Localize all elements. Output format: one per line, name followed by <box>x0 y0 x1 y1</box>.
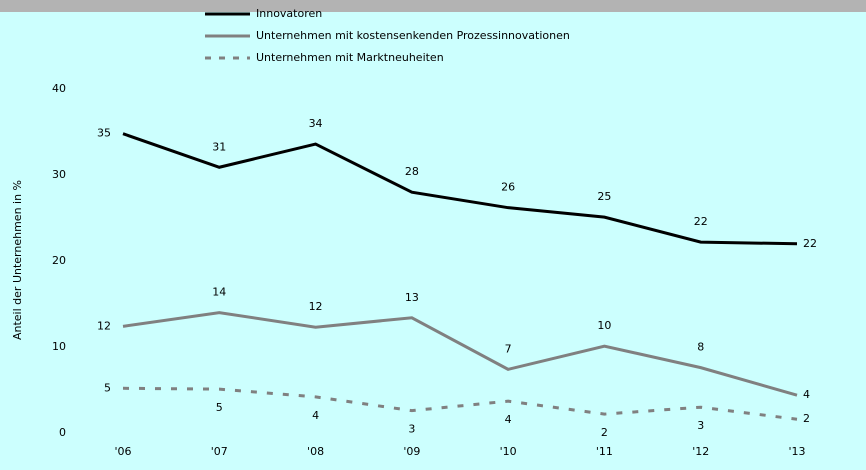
data-label: 4 <box>312 409 319 422</box>
series-line <box>122 132 798 246</box>
x-tick-label: '13 <box>788 445 805 458</box>
data-label: 3 <box>408 423 415 436</box>
x-tick-label: '08 <box>307 445 324 458</box>
data-label: 13 <box>405 291 419 304</box>
data-label: 10 <box>597 319 611 332</box>
y-axis-label: Anteil der Unternehmen in % <box>11 180 24 340</box>
data-label: 12 <box>97 319 111 332</box>
data-label: 25 <box>597 190 611 203</box>
series-line <box>122 311 798 397</box>
data-label: 2 <box>803 412 810 425</box>
x-tick-label: '12 <box>692 445 709 458</box>
data-label: 3 <box>697 419 704 432</box>
data-label: 12 <box>309 300 323 313</box>
series-line <box>122 386 798 421</box>
x-tick-label: '09 <box>403 445 420 458</box>
data-label: 22 <box>803 237 817 250</box>
data-label: 5 <box>104 381 111 394</box>
y-tick-label: 20 <box>52 254 66 267</box>
legend-label: Innovatoren <box>256 7 322 20</box>
data-label: 22 <box>694 215 708 228</box>
data-label: 7 <box>505 342 512 355</box>
data-label: 14 <box>212 286 226 299</box>
data-label: 35 <box>97 127 111 140</box>
x-tick-label: '10 <box>500 445 517 458</box>
data-label: 2 <box>601 426 608 439</box>
data-label: 34 <box>309 117 323 130</box>
data-label: 5 <box>216 401 223 414</box>
data-label: 31 <box>212 140 226 153</box>
data-label: 26 <box>501 181 515 194</box>
data-label: 4 <box>505 413 512 426</box>
y-tick-label: 0 <box>59 426 66 439</box>
x-tick-label: '11 <box>596 445 613 458</box>
data-label: 4 <box>803 388 810 401</box>
x-tick-label: '07 <box>211 445 228 458</box>
top-bar <box>0 0 866 12</box>
y-tick-label: 10 <box>52 340 66 353</box>
x-tick-label: '06 <box>114 445 131 458</box>
legend-label: Unternehmen mit Marktneuheiten <box>256 51 444 64</box>
legend-label: Unternehmen mit kostensenkenden Prozessi… <box>256 29 570 42</box>
y-tick-label: 40 <box>52 82 66 95</box>
y-tick-label: 30 <box>52 168 66 181</box>
data-label: 28 <box>405 165 419 178</box>
data-label: 8 <box>697 341 704 354</box>
